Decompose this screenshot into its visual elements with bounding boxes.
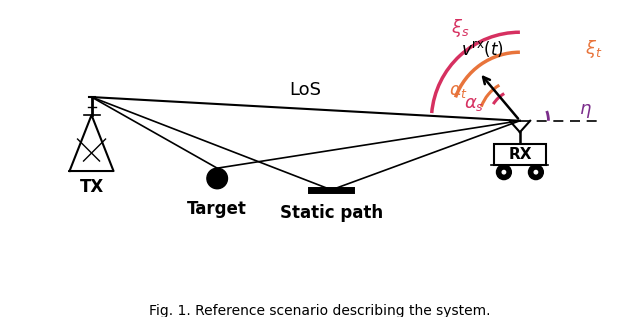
Text: LoS: LoS	[290, 81, 322, 99]
Text: RX: RX	[508, 147, 532, 162]
Circle shape	[529, 165, 543, 180]
Text: Fig. 1. Reference scenario describing the system.: Fig. 1. Reference scenario describing th…	[149, 304, 491, 317]
Text: Target: Target	[188, 200, 247, 218]
Text: $\eta$: $\eta$	[579, 102, 592, 120]
Text: $\alpha_t$: $\alpha_t$	[449, 82, 468, 100]
Circle shape	[502, 171, 506, 174]
Text: $\xi_t$: $\xi_t$	[585, 38, 603, 61]
Text: $v^{\rm rx}(t)$: $v^{\rm rx}(t)$	[461, 39, 504, 60]
Circle shape	[534, 171, 538, 174]
Circle shape	[207, 168, 227, 189]
Text: Static path: Static path	[280, 204, 383, 222]
Text: TX: TX	[79, 178, 104, 197]
Text: $\xi_s$: $\xi_s$	[451, 17, 470, 39]
Text: $\alpha_s$: $\alpha_s$	[463, 95, 484, 113]
Circle shape	[497, 165, 511, 180]
Bar	[494, 144, 546, 165]
